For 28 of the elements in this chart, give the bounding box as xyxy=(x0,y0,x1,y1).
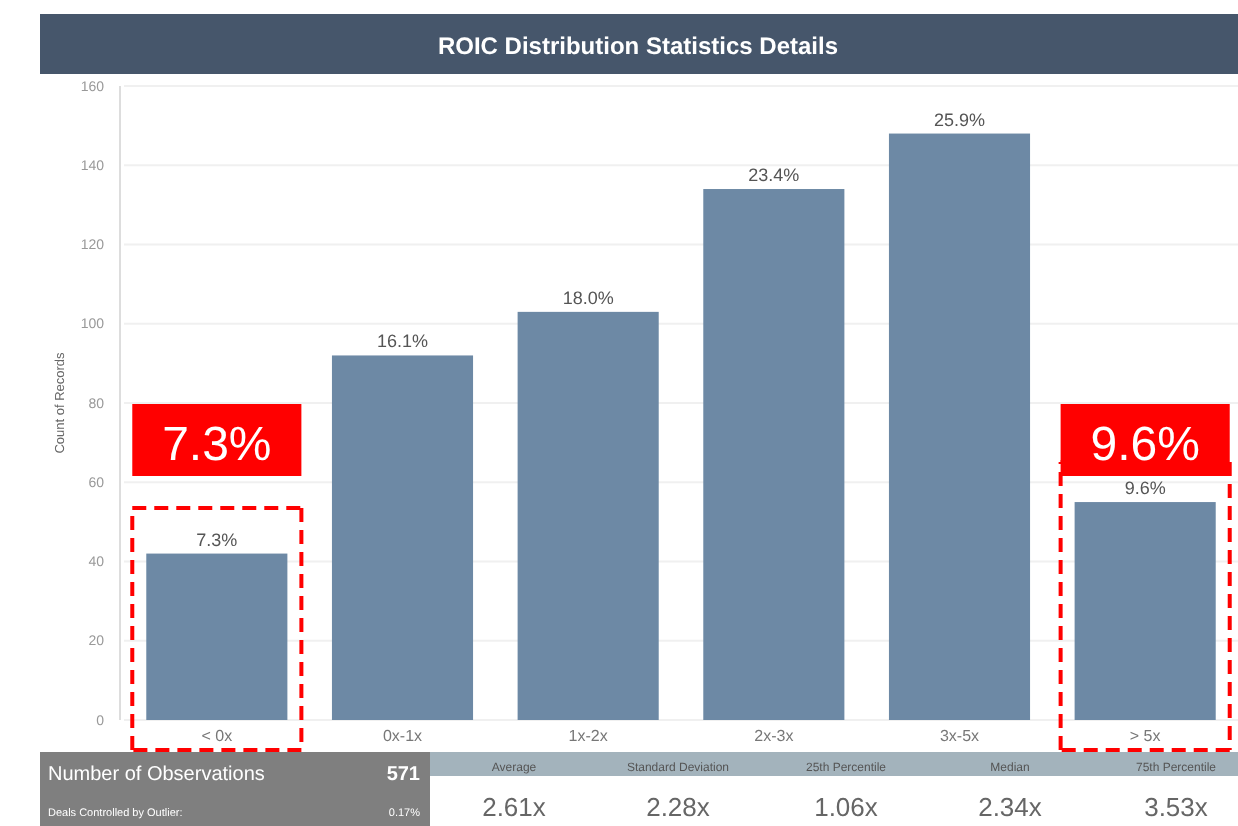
annotation: 9.6% xyxy=(1090,418,1200,472)
bar xyxy=(888,133,1031,720)
bar xyxy=(1074,502,1216,720)
annotation: 7.3% xyxy=(196,529,238,550)
x-tick-label: 1x-2x xyxy=(568,727,608,746)
text: 3.53x xyxy=(1144,792,1209,822)
annotation: 7.3% xyxy=(162,418,272,472)
annotation: 16.1% xyxy=(376,331,429,352)
bar xyxy=(331,355,474,720)
annotation: 18.0% xyxy=(562,287,614,308)
text: 2.34x xyxy=(978,792,1043,822)
chart-title: ROIC Distribution Statistics Details xyxy=(437,32,839,60)
bar xyxy=(703,189,845,720)
x-tick-label: > 5x xyxy=(1129,727,1161,746)
bar xyxy=(517,311,659,720)
bar xyxy=(146,553,288,720)
x-tick-label: 3x-5x xyxy=(939,727,980,746)
text: 1.06x xyxy=(814,792,879,822)
annotation: 25.9% xyxy=(933,109,986,130)
text: 571 xyxy=(386,764,421,786)
text: 2.61x xyxy=(482,792,547,822)
x-tick-label: 0x-1x xyxy=(382,727,423,746)
x-tick-label: < 0x xyxy=(201,727,233,746)
annotation: 23.4% xyxy=(748,165,800,186)
annotation: 9.6% xyxy=(1124,478,1166,499)
x-tick-label: 2x-3x xyxy=(754,727,794,746)
text: Number of Observations xyxy=(48,764,265,786)
text: 2.28x xyxy=(646,792,711,822)
